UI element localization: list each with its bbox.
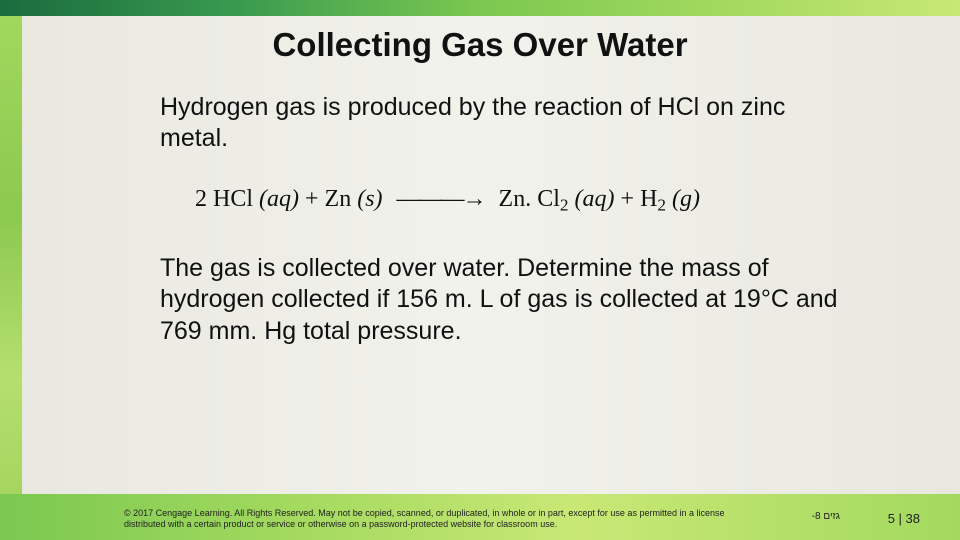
- slide-title: Collecting Gas Over Water: [0, 26, 960, 64]
- eq-rhs-1-sub: 2: [560, 195, 569, 214]
- eq-rhs-2: H: [640, 186, 657, 212]
- eq-plus-1: +: [305, 186, 325, 212]
- top-accent-bar: [0, 0, 960, 16]
- reaction-arrow-icon: ———→: [397, 186, 485, 213]
- eq-rhs-2-sub: 2: [657, 195, 666, 214]
- page-number: 5 | 38: [888, 511, 920, 526]
- problem-paragraph: The gas is collected over water. Determi…: [160, 253, 840, 347]
- copyright-text: © 2017 Cengage Learning. All Rights Rese…: [124, 508, 760, 531]
- eq-state-1: (aq): [259, 186, 299, 212]
- left-accent-bar: [0, 0, 22, 540]
- eq-state-4: (g): [672, 186, 700, 212]
- slide: Collecting Gas Over Water Hydrogen gas i…: [0, 0, 960, 540]
- eq-lhs-1: 2 HCl: [195, 186, 253, 212]
- intro-paragraph: Hydrogen gas is produced by the reaction…: [160, 92, 840, 155]
- eq-rhs-1: Zn. Cl: [499, 186, 560, 212]
- eq-state-2: (s): [357, 186, 382, 212]
- eq-state-3: (aq): [575, 186, 615, 212]
- eq-lhs-2: Zn: [325, 186, 352, 212]
- chapter-label: גזים 8-: [812, 511, 840, 522]
- eq-plus-2: +: [621, 186, 641, 212]
- chemical-equation: 2 HCl (aq) + Zn (s) ———→ Zn. Cl2 (aq) + …: [195, 186, 700, 215]
